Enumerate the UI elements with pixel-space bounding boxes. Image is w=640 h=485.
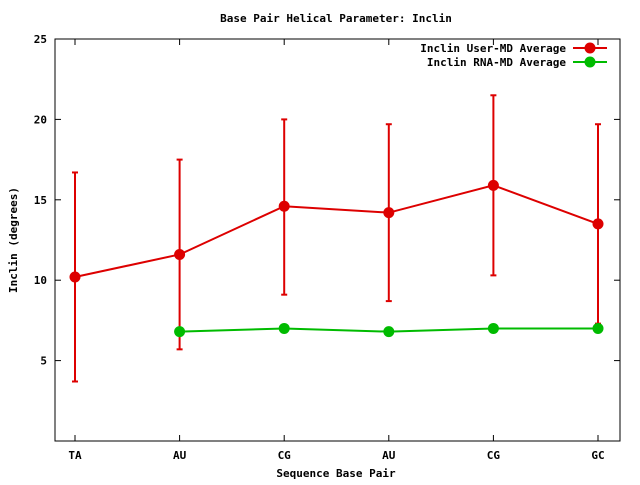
data-point (383, 207, 395, 219)
data-point (174, 326, 186, 338)
y-tick-label: 15 (34, 194, 47, 207)
x-axis-label: Sequence Base Pair (276, 467, 396, 480)
legend-label: Inclin User-MD Average (420, 42, 566, 55)
y-tick-label: 10 (34, 274, 47, 287)
data-point (487, 322, 499, 334)
series-2 (174, 322, 604, 338)
legend-marker (584, 56, 596, 68)
data-point (383, 326, 395, 338)
x-tick-label: CG (487, 449, 501, 462)
data-point (278, 322, 290, 334)
data-point (592, 322, 604, 334)
y-tick-label: 5 (40, 355, 47, 368)
chart-title: Base Pair Helical Parameter: Inclin (220, 12, 452, 25)
data-point (278, 200, 290, 212)
y-axis: 5 10 15 20 25 (34, 33, 620, 368)
x-tick-label: GC (591, 449, 604, 462)
data-point (174, 248, 186, 260)
y-axis-label: Inclin (degrees) (7, 187, 20, 293)
y-tick-label: 20 (34, 113, 47, 126)
x-tick-label: AU (173, 449, 187, 462)
legend-marker (584, 42, 596, 54)
legend-label: Inclin RNA-MD Average (427, 56, 566, 69)
series-1 (69, 94, 604, 383)
x-tick-label: TA (68, 449, 82, 462)
plot-frame (54, 38, 621, 442)
x-tick-label: AU (382, 449, 396, 462)
data-point (592, 218, 604, 230)
data-point (487, 179, 499, 191)
x-axis: TA AU CG AU CG GC (68, 39, 605, 462)
data-point (69, 271, 81, 283)
y-tick-label: 25 (34, 33, 47, 46)
x-tick-label: CG (278, 449, 292, 462)
series-line (74, 184, 599, 278)
series-layer (69, 94, 604, 383)
